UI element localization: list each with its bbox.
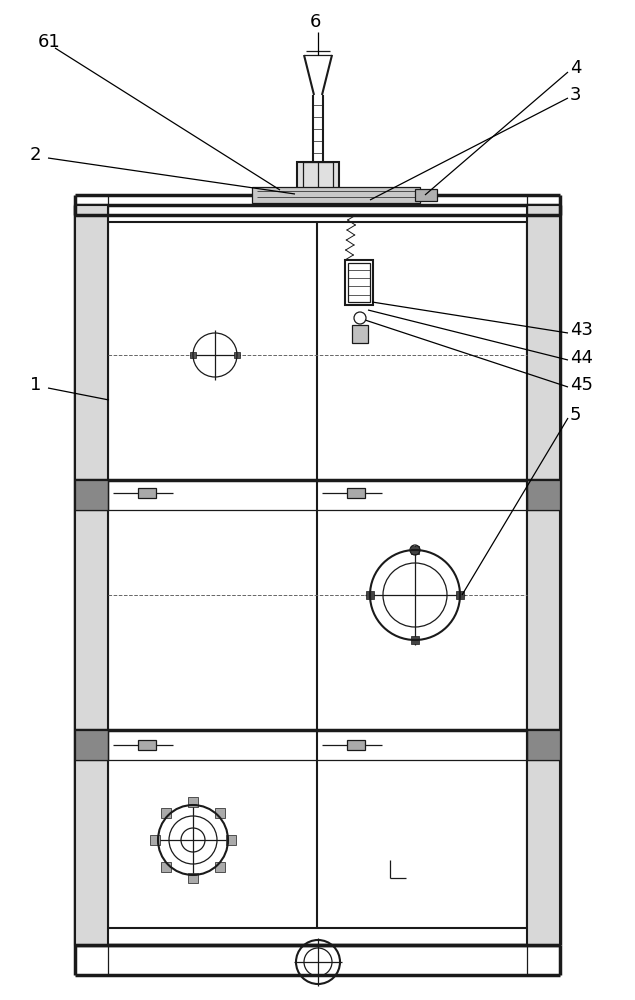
Bar [347,740,365,750]
Bar [215,862,225,872]
Bar [303,162,333,197]
Text: 61: 61 [38,33,61,51]
Bar [411,636,419,644]
Bar [75,480,108,510]
Text: 2: 2 [30,146,41,164]
Bar [348,263,370,302]
Bar [527,480,560,510]
Bar [366,591,374,599]
Text: 43: 43 [570,321,593,339]
Bar [234,352,240,358]
Text: 3: 3 [570,86,582,104]
Bar [215,808,225,818]
Bar [527,730,560,760]
Bar [138,740,156,750]
Bar [150,835,160,845]
Bar [415,189,437,201]
Bar [161,862,171,872]
Bar [297,162,339,197]
Text: 44: 44 [570,349,593,367]
Text: 45: 45 [570,376,593,394]
Bar [411,546,419,554]
Text: 5: 5 [570,406,582,424]
Bar [347,488,365,498]
Bar [138,488,156,498]
Bar [75,205,108,945]
Bar [345,260,373,305]
Bar [226,835,236,845]
Bar [456,591,464,599]
Bar [75,730,108,760]
Bar [252,187,420,203]
Bar [161,808,171,818]
Text: 6: 6 [310,13,321,31]
Bar [352,325,368,343]
Text: 1: 1 [30,376,41,394]
Bar [527,205,560,945]
Bar [188,873,198,883]
Bar [190,352,196,358]
Bar [188,797,198,807]
Text: 4: 4 [570,59,582,77]
